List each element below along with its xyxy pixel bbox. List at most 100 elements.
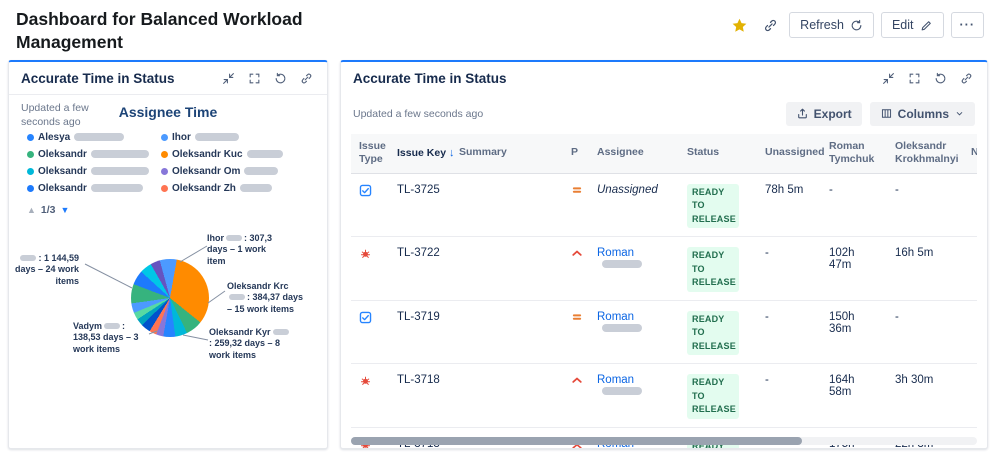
issue-key[interactable]: TL-3722 [389,236,451,301]
issue-key[interactable]: TL-3725 [389,173,451,238]
col-oleksandr-krokhmalnyi[interactable]: Oleksandr Krokhmalnyi [887,133,963,174]
callout-value: : 259,32 days – 8 work items [209,338,281,360]
task-icon [359,184,372,197]
refresh-button[interactable]: Refresh [789,12,874,38]
link-icon[interactable] [960,72,973,85]
assignee-unassigned: Unassigned [597,183,658,196]
pie-panel-title: Accurate Time in Status [21,70,175,86]
pie-callout: : 1 144,59 days – 24 work items [13,253,79,288]
legend-name: Oleksandr Kuc [172,148,243,160]
priority-medium-icon [571,311,583,323]
pie-chart-area: Updated a few seconds ago Assignee Time … [9,95,327,442]
task-icon [359,311,372,324]
reload-icon[interactable] [274,72,287,85]
legend-page-up-icon[interactable]: ▲ [27,204,36,215]
redacted-text-bar [602,260,642,269]
legend-item[interactable]: Oleksandr Kuc [161,149,313,160]
issue-key[interactable]: TL-3718 [389,363,451,428]
pie-chart-panel: Accurate Time in Status Updated a few se… [8,59,328,449]
more-actions-button[interactable]: ··· [950,12,984,38]
redacted-text-bar [602,323,642,332]
assignee-link[interactable]: Roman [597,247,635,260]
edit-button[interactable]: Edit [880,12,944,38]
redacted-text-bar [226,234,242,241]
table-row[interactable]: TL-3722 Roman READY TO RELEASE - 102h 47… [351,236,977,301]
export-icon [797,108,807,119]
assignee-link[interactable]: Roman [597,374,635,387]
priority-medium-icon [571,184,583,196]
col-next-clipped[interactable]: N [963,133,977,174]
legend-item[interactable]: Oleksandr [27,183,161,194]
col-status[interactable]: Status [679,133,757,174]
col-unassigned[interactable]: Unassigned [757,133,825,174]
assignee-time-pie[interactable] [131,258,209,337]
time-roman: - [821,173,887,238]
updated-timestamp: Updated a few seconds ago [21,101,89,128]
time-oleksandr: - [887,173,963,238]
time-oleksandr: 3h 30m [887,363,963,428]
status-badge: READY TO RELEASE [687,310,739,356]
legend-item[interactable]: Ihor [161,132,313,143]
pie-callout: Oleksandr Kyr: 259,32 days – 8 work item… [209,327,293,362]
columns-button[interactable]: Columns [869,101,975,126]
col-issue-key[interactable]: Issue Key ↓ [389,133,454,174]
col-issue-type[interactable]: Issue Type [351,133,389,174]
reload-icon[interactable] [934,72,947,85]
legend-name: Oleksandr Om [172,165,241,177]
time-roman: 150h 36m [821,300,887,365]
collapse-icon[interactable] [882,72,895,85]
time-oleksandr: 16h 5m [887,236,963,301]
legend-name: Oleksandr [38,165,87,177]
legend-item[interactable]: Oleksandr Om [161,166,313,177]
table-row[interactable]: TL-3718 Roman READY TO RELEASE - 164h 58… [351,363,977,428]
columns-button-label: Columns [897,106,949,121]
time-unassigned: - [757,300,821,365]
collapse-icon[interactable] [222,72,235,85]
page-title: Dashboard for Balanced Workload Manageme… [16,9,303,52]
expand-icon[interactable] [908,72,921,85]
callout-value: : 138,53 days – 3 work items [73,320,139,354]
favorite-star-icon[interactable] [727,13,752,38]
horizontal-scrollbar-thumb[interactable] [351,436,802,445]
edit-pencil-icon [921,20,931,30]
legend-item[interactable]: Alesya [27,132,161,143]
priority-high-icon [571,374,583,386]
redacted-text-bar [239,184,272,192]
status-badge: READY TO RELEASE [687,374,739,419]
col-priority[interactable]: P [563,133,589,174]
legend-color-dot [27,167,34,175]
table-row[interactable]: TL-3725 Unassigned READY TO RELEASE 78h … [351,173,977,238]
legend-color-dot [161,133,168,141]
export-button[interactable]: Export [785,101,862,126]
legend-item[interactable]: Oleksandr [27,149,161,160]
legend-item[interactable]: Oleksandr Zh [161,183,313,194]
refresh-icon [851,19,862,30]
pie-callout: Ihor: 307,3 days – 1 work item [207,233,279,268]
redacted-text-bar [602,387,642,396]
assignee-link[interactable]: Roman [597,310,635,323]
legend-name: Oleksandr [38,148,87,160]
col-roman-tymchuk[interactable]: Roman Tymchuk [821,133,887,174]
col-summary[interactable]: Summary [451,133,563,174]
redacted-text-bar [90,167,149,175]
callout-value: : 384,37 days – 15 work items [227,292,304,314]
callout-name: Oleksandr Krc [227,280,289,291]
share-link-icon[interactable] [759,14,782,37]
issue-key[interactable]: TL-3719 [389,300,451,365]
callout-value: : 307,3 days – 1 work item [207,232,273,266]
export-button-label: Export [813,106,852,121]
legend-item[interactable]: Oleksandr [27,166,161,177]
columns-icon [881,109,891,118]
time-unassigned: - [757,363,821,428]
legend-page-down-icon[interactable]: ▼ [60,204,70,215]
redacted-text-bar [104,322,121,329]
expand-icon[interactable] [248,72,261,85]
updated-timestamp: Updated a few seconds ago [353,107,484,120]
sort-desc-icon[interactable]: ↓ [448,146,455,159]
table-row[interactable]: TL-3719 Roman READY TO RELEASE - 150h 36… [351,300,977,365]
header-actions: Refresh Edit ··· [727,12,984,38]
link-icon[interactable] [300,72,313,85]
col-assignee[interactable]: Assignee [589,133,679,174]
redacted-text-bar [90,150,149,158]
horizontal-scrollbar-track[interactable] [351,436,977,445]
